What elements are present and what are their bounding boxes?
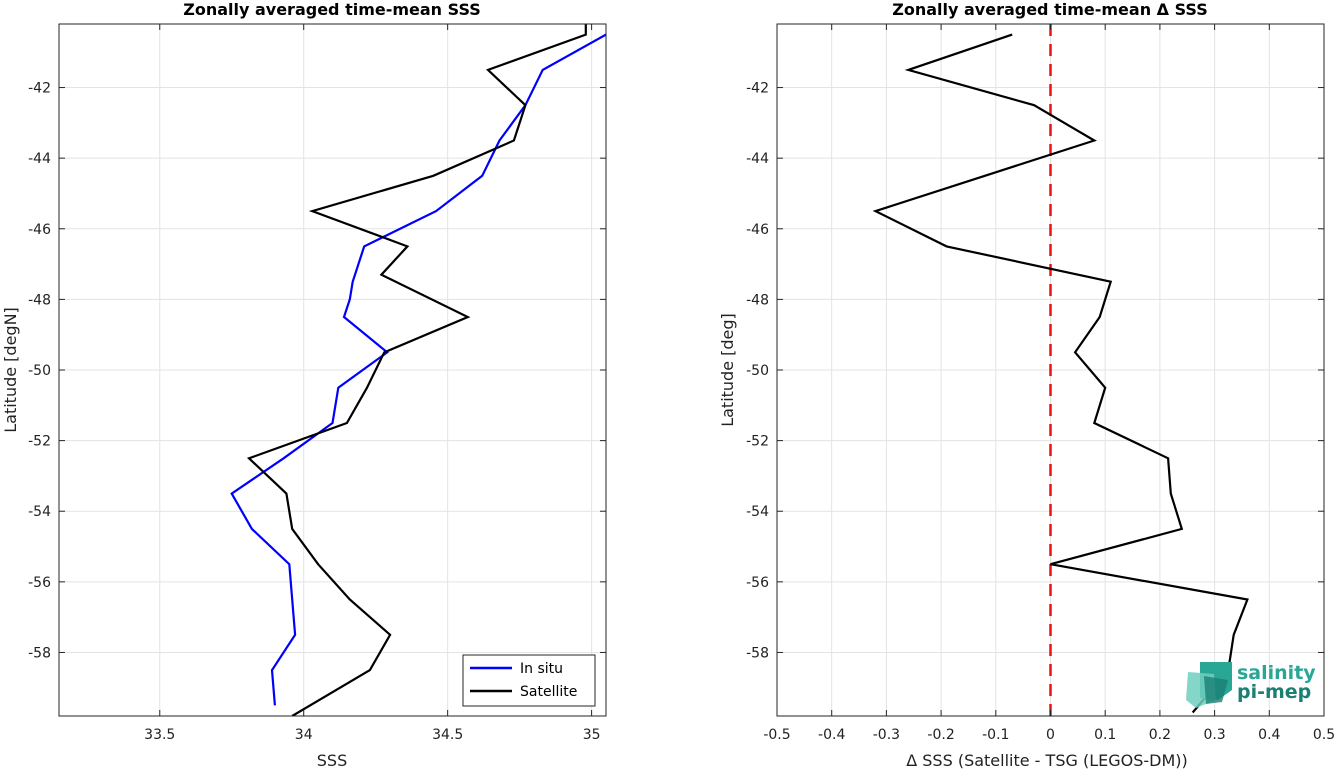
legend-label-satellite: Satellite — [520, 684, 577, 700]
sss-title: Zonally averaged time-mean SSS — [183, 0, 481, 19]
y-tick-label: -48 — [746, 292, 769, 308]
series-line-in-situ — [230, 33, 606, 706]
sss-ticks: 33.5 34 34.5 35 -58 -56 -54 -52 -50 -48 -46 -44 -42 — [28, 24, 606, 743]
y-tick-label: -50 — [28, 363, 51, 379]
sss-xlabel: SSS — [317, 751, 347, 769]
delta-xlabel: Δ SSS (Satellite - TSG (LEGOS-DM)) — [906, 751, 1188, 769]
y-tick-label: -42 — [746, 81, 769, 97]
x-tick-label: 0 — [1046, 727, 1055, 743]
y-tick-label: -58 — [746, 645, 769, 661]
delta-title: Zonally averaged time-mean Δ SSS — [892, 0, 1208, 19]
x-tick-label: -0.5 — [763, 727, 790, 743]
x-tick-label: 0.2 — [1149, 727, 1171, 743]
x-tick-label: 0.4 — [1258, 727, 1280, 743]
logo-mark-icon — [1186, 662, 1232, 708]
x-tick-label: -0.3 — [873, 727, 900, 743]
y-tick-label: -48 — [28, 292, 51, 308]
x-tick-label: 34 — [295, 727, 313, 743]
y-tick-label: -54 — [28, 504, 51, 520]
x-tick-label: -0.4 — [818, 727, 845, 743]
series-line-satellite — [246, 24, 587, 716]
delta-sss-panel: -0.5 -0.4 -0.3 -0.2 -0.1 0 0.1 0.2 0.3 0.4 0.5 -58 -… — [718, 0, 1335, 769]
y-tick-label: -52 — [746, 434, 769, 450]
sss-grid — [59, 24, 606, 716]
y-tick-label: -50 — [746, 363, 769, 379]
logo-text-salinity: salinity — [1237, 662, 1316, 684]
y-tick-label: -42 — [28, 81, 51, 97]
delta-ylabel: Latitude [deg] — [718, 313, 737, 427]
legend-box — [462, 654, 596, 707]
x-tick-label: 0.1 — [1094, 727, 1116, 743]
x-tick-label: 0.5 — [1313, 727, 1335, 743]
y-tick-label: -52 — [28, 434, 51, 450]
y-tick-label: -54 — [746, 504, 769, 520]
legend-label-in-situ: In situ — [520, 661, 563, 677]
y-tick-label: -46 — [746, 222, 769, 238]
x-tick-label: -0.2 — [927, 727, 954, 743]
y-tick-label: -56 — [28, 575, 51, 591]
sss-legend: In situ Satellite — [462, 654, 596, 707]
y-tick-label: -44 — [28, 151, 51, 167]
y-tick-label: -46 — [28, 222, 51, 238]
x-tick-label: 35 — [583, 727, 601, 743]
salinity-pimep-logo: salinity pi-mep — [1186, 662, 1316, 708]
x-tick-label: -0.1 — [982, 727, 1009, 743]
series-line-delta — [872, 33, 1249, 714]
delta-ticks: -0.5 -0.4 -0.3 -0.2 -0.1 0 0.1 0.2 0.3 0.4 0.5 -58 -… — [746, 24, 1335, 743]
logo-text-pimep: pi-mep — [1237, 681, 1311, 703]
sss-series — [230, 24, 606, 716]
delta-series — [872, 33, 1249, 714]
sss-panel: 33.5 34 34.5 35-58-56-54-52-50-48-46-44-42 … — [1, 0, 607, 769]
y-tick-label: -44 — [746, 151, 769, 167]
y-tick-label: -58 — [28, 645, 51, 661]
sss-ylabel: Latitude [degN] — [1, 307, 20, 433]
x-tick-label: 33.5 — [144, 727, 175, 743]
y-tick-label: -56 — [746, 575, 769, 591]
x-tick-label: 0.3 — [1203, 727, 1225, 743]
x-tick-label: 34.5 — [432, 727, 463, 743]
